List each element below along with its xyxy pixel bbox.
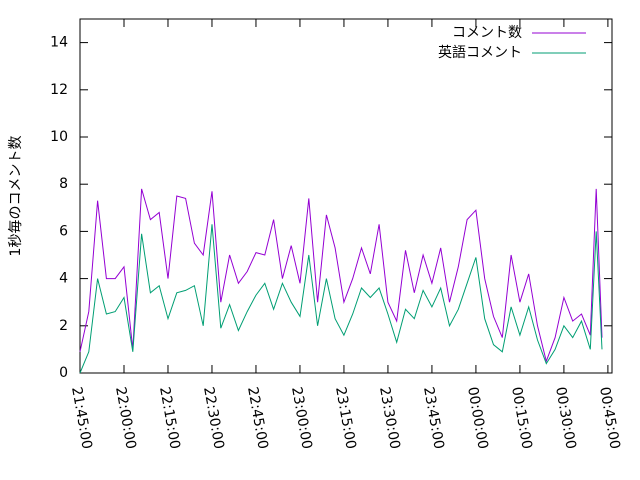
x-tick-label: 00:15:00 xyxy=(508,386,535,451)
y-tick-label: 8 xyxy=(59,176,68,192)
series-line xyxy=(79,224,603,374)
y-tick-label: 6 xyxy=(59,223,68,239)
x-tick-label: 22:45:00 xyxy=(244,386,271,451)
x-tick-label: 00:30:00 xyxy=(552,386,579,451)
x-tick-label: 22:30:00 xyxy=(200,386,227,451)
x-tick-label: 23:00:00 xyxy=(288,386,315,451)
y-tick-label: 10 xyxy=(50,129,68,145)
y-tick-label: 12 xyxy=(50,82,68,98)
y-axis-label: 1秒毎のコメント数 xyxy=(8,136,24,257)
x-tick-label: 23:45:00 xyxy=(420,386,447,451)
y-tick-label: 14 xyxy=(50,35,68,51)
plot-frame xyxy=(79,18,613,374)
x-tick-label: 21:45:00 xyxy=(68,386,95,451)
x-tick-label: 22:15:00 xyxy=(156,386,183,451)
x-tick-label: 22:00:00 xyxy=(112,386,139,451)
legend-label: 英語コメント xyxy=(438,44,522,61)
y-tick-label: 4 xyxy=(59,271,68,287)
legend-label: コメント数 xyxy=(452,25,522,41)
x-tick-label: 23:30:00 xyxy=(376,386,403,451)
y-tick-label: 2 xyxy=(59,318,68,334)
x-tick-label: 00:45:00 xyxy=(596,386,623,451)
y-tick-label: 0 xyxy=(59,365,68,381)
x-tick-label: 23:15:00 xyxy=(332,386,359,451)
x-tick-label: 00:00:00 xyxy=(464,386,491,451)
series-line xyxy=(79,188,603,363)
